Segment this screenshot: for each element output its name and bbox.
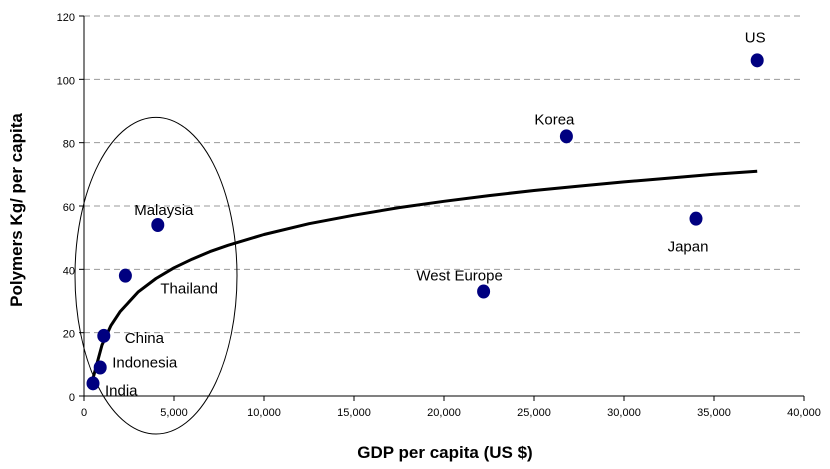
data-point-japan bbox=[689, 211, 703, 226]
y-tick-label: 60 bbox=[63, 202, 75, 214]
x-tick-label: 35,000 bbox=[697, 407, 731, 419]
point-label-india: India bbox=[105, 382, 138, 399]
point-label-thailand: Thailand bbox=[160, 281, 218, 298]
x-tick-label: 15,000 bbox=[337, 407, 371, 419]
x-tick-label: 0 bbox=[81, 407, 87, 419]
annotation-ellipse-layer bbox=[74, 116, 238, 435]
x-axis-title: GDP per capita (US $) bbox=[357, 443, 532, 462]
point-label-malaysia: Malaysia bbox=[134, 202, 194, 219]
y-tick-label: 120 bbox=[57, 12, 75, 24]
point-label-west-europe: West Europe bbox=[416, 268, 502, 285]
data-point-china bbox=[97, 328, 111, 343]
x-tick-label: 40,000 bbox=[787, 407, 821, 419]
y-tick-label: 40 bbox=[63, 265, 75, 277]
trend-curve-layer bbox=[91, 169, 758, 379]
tick-labels: 0 20 40 60 80 100 120 0 5,000 10,000 15,000 20,000 2… bbox=[57, 12, 821, 419]
x-tick-label: 10,000 bbox=[247, 407, 281, 419]
data-point-us bbox=[750, 53, 764, 68]
y-tick-label: 0 bbox=[69, 392, 75, 404]
data-point-korea bbox=[559, 129, 573, 144]
data-point-india bbox=[86, 376, 100, 391]
data-point-indonesia bbox=[93, 360, 107, 375]
data-point-thailand bbox=[118, 268, 132, 283]
x-tick-label: 25,000 bbox=[517, 407, 551, 419]
trend-curve bbox=[91, 169, 758, 379]
data-points bbox=[86, 53, 764, 391]
x-tick-label: 30,000 bbox=[607, 407, 641, 419]
y-tick-label: 100 bbox=[57, 75, 75, 87]
axes bbox=[79, 15, 805, 401]
x-tick-label: 20,000 bbox=[427, 407, 461, 419]
data-point-malaysia bbox=[151, 218, 165, 232]
point-label-china: China bbox=[125, 330, 165, 347]
data-point-west-europe bbox=[477, 284, 491, 299]
y-tick-label: 80 bbox=[63, 139, 75, 151]
point-label-indonesia: Indonesia bbox=[112, 355, 178, 372]
x-tick-label: 5,000 bbox=[160, 407, 188, 419]
point-label-korea: Korea bbox=[534, 111, 575, 128]
y-axis-title: Polymers Kg/ per capita bbox=[7, 113, 26, 307]
y-tick-label: 20 bbox=[63, 329, 75, 341]
point-label-us: US bbox=[745, 29, 766, 46]
gridlines bbox=[84, 15, 804, 334]
point-labels: US Korea Japan West Europe Malaysia Thailand C… bbox=[105, 29, 766, 399]
point-label-japan: Japan bbox=[668, 239, 709, 256]
annotation-ellipse bbox=[74, 116, 238, 435]
